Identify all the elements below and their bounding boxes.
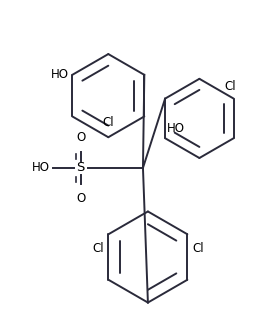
- Text: Cl: Cl: [103, 116, 114, 129]
- Text: Cl: Cl: [224, 80, 236, 93]
- Text: HO: HO: [32, 162, 50, 174]
- Text: O: O: [76, 131, 85, 144]
- Text: HO: HO: [167, 122, 185, 135]
- Text: HO: HO: [51, 68, 69, 81]
- Text: S: S: [76, 162, 85, 174]
- Text: Cl: Cl: [92, 242, 103, 255]
- Text: Cl: Cl: [192, 242, 204, 255]
- Text: O: O: [76, 192, 85, 205]
